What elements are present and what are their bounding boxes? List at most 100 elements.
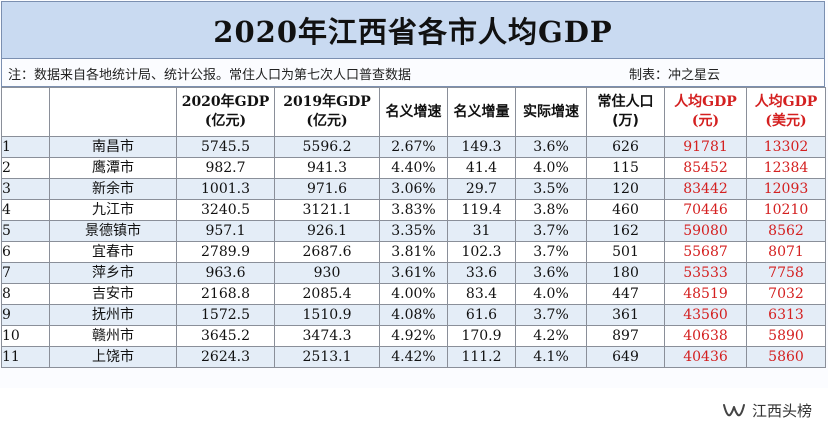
cell-population: 115 (586, 157, 665, 179)
table-row: 9 抚州市 1572.5 1510.9 4.08% 61.6 3.7% 361 … (1, 304, 826, 326)
cell-real-growth: 3.5% (515, 178, 587, 200)
cell-gdp2019: 930 (274, 262, 380, 284)
cell-city: 景德镇市 (49, 220, 177, 242)
cell-city: 宜春市 (49, 241, 177, 263)
header-population-line2: (万) (612, 113, 639, 129)
cell-real-growth: 3.7% (515, 304, 587, 326)
cell-real-growth: 3.8% (515, 199, 587, 221)
cell-gdp2020: 2624.3 (176, 346, 275, 368)
header-rank (1, 87, 50, 137)
cell-nominal-increase: 119.4 (447, 199, 516, 221)
cell-pc-gdp-yuan: 48519 (664, 283, 747, 305)
cell-population: 649 (586, 346, 665, 368)
cell-nominal-increase: 83.4 (447, 283, 516, 305)
cell-pc-gdp-yuan: 85452 (664, 157, 747, 179)
cell-pc-gdp-yuan: 40638 (664, 325, 747, 347)
cell-nominal-growth: 3.81% (379, 241, 448, 263)
cell-population: 897 (586, 325, 665, 347)
cell-real-growth: 4.0% (515, 283, 587, 305)
table-row: 3 新余市 1001.3 971.6 3.06% 29.7 3.5% 120 8… (1, 178, 826, 200)
title-bar: 2020年江西省各市人均GDP (1, 1, 825, 59)
table-header-row: 2020年GDP (亿元) 2019年GDP (亿元) 名义增速 名义增量 实际… (1, 87, 826, 137)
cell-pc-gdp-yuan: 59080 (664, 220, 747, 242)
cell-rank: 9 (1, 304, 50, 326)
page-title: 2020年江西省各市人均GDP (213, 15, 613, 49)
cell-pc-gdp-usd: 6313 (746, 304, 826, 326)
cell-pc-gdp-usd: 7032 (746, 283, 826, 305)
cell-pc-gdp-yuan: 91781 (664, 136, 747, 158)
cell-nominal-growth: 3.35% (379, 220, 448, 242)
cell-nominal-growth: 4.00% (379, 283, 448, 305)
cell-nominal-increase: 61.6 (447, 304, 516, 326)
table-row: 2 鹰潭市 982.7 941.3 4.40% 41.4 4.0% 115 85… (1, 157, 826, 179)
cell-nominal-growth: 4.40% (379, 157, 448, 179)
cell-pc-gdp-yuan: 53533 (664, 262, 747, 284)
cell-nominal-increase: 111.2 (447, 346, 516, 368)
cell-pc-gdp-yuan: 83442 (664, 178, 747, 200)
cell-rank: 11 (1, 346, 50, 368)
cell-nominal-growth: 3.83% (379, 199, 448, 221)
cell-nominal-growth: 4.08% (379, 304, 448, 326)
wechat-channel-icon (723, 404, 745, 417)
cell-pc-gdp-usd: 5890 (746, 325, 826, 347)
cell-real-growth: 3.6% (515, 136, 587, 158)
cell-real-growth: 3.7% (515, 241, 587, 263)
cell-city: 新余市 (49, 178, 177, 200)
cell-gdp2020: 2789.9 (176, 241, 275, 263)
cell-city: 鹰潭市 (49, 157, 177, 179)
cell-rank: 8 (1, 283, 50, 305)
watermark: 江西头榜 (722, 398, 812, 422)
header-gdp2020: 2020年GDP (亿元) (176, 87, 275, 137)
cell-city: 上饶市 (49, 346, 177, 368)
cell-pc-gdp-usd: 12093 (746, 178, 826, 200)
cell-pc-gdp-usd: 13302 (746, 136, 826, 158)
cell-population: 162 (586, 220, 665, 242)
cell-real-growth: 4.0% (515, 157, 587, 179)
cell-real-growth: 4.2% (515, 325, 587, 347)
cell-nominal-increase: 102.3 (447, 241, 516, 263)
cell-city: 赣州市 (49, 325, 177, 347)
cell-gdp2019: 2687.6 (274, 241, 380, 263)
cell-gdp2020: 5745.5 (176, 136, 275, 158)
cell-gdp2019: 2513.1 (274, 346, 380, 368)
table-row: 4 九江市 3240.5 3121.1 3.83% 119.4 3.8% 460… (1, 199, 826, 221)
table-maker: 制表：冲之星云 (629, 68, 721, 83)
cell-pc-gdp-usd: 7758 (746, 262, 826, 284)
header-gdp2020-line2: (亿元) (204, 113, 247, 129)
cell-gdp2020: 957.1 (176, 220, 275, 242)
cell-gdp2020: 1001.3 (176, 178, 275, 200)
cell-pc-gdp-yuan: 70446 (664, 199, 747, 221)
cell-gdp2019: 926.1 (274, 220, 380, 242)
watermark-text: 江西头榜 (752, 401, 813, 420)
cell-city: 九江市 (49, 199, 177, 221)
header-pc-gdp-usd-line2: (美元) (765, 113, 807, 129)
cell-gdp2019: 3121.1 (274, 199, 380, 221)
table-row: 10 赣州市 3645.2 3474.3 4.92% 170.9 4.2% 89… (1, 325, 826, 347)
cell-nominal-growth: 2.67% (379, 136, 448, 158)
cell-pc-gdp-yuan: 55687 (664, 241, 747, 263)
cell-real-growth: 3.7% (515, 220, 587, 242)
cell-population: 501 (586, 241, 665, 263)
cell-population: 460 (586, 199, 665, 221)
cell-gdp2019: 3474.3 (274, 325, 380, 347)
cell-nominal-growth: 4.42% (379, 346, 448, 368)
table-row: 6 宜春市 2789.9 2687.6 3.81% 102.3 3.7% 501… (1, 241, 826, 263)
header-pc-gdp-yuan-line2: (元) (691, 113, 720, 129)
cell-rank: 4 (1, 199, 50, 221)
cell-gdp2019: 971.6 (274, 178, 380, 200)
header-population: 常住人口 (万) (586, 87, 665, 137)
cell-gdp2019: 941.3 (274, 157, 380, 179)
cell-rank: 2 (1, 157, 50, 179)
cell-rank: 3 (1, 178, 50, 200)
header-city (49, 87, 177, 137)
cell-city: 吉安市 (49, 283, 177, 305)
header-nominal-growth: 名义增速 (379, 87, 448, 137)
cell-gdp2019: 2085.4 (274, 283, 380, 305)
header-gdp2019-line2: (亿元) (306, 113, 348, 129)
cell-rank: 10 (1, 325, 50, 347)
cell-gdp2020: 3645.2 (176, 325, 275, 347)
cell-nominal-increase: 33.6 (447, 262, 516, 284)
table-row: 11 上饶市 2624.3 2513.1 4.42% 111.2 4.1% 64… (1, 346, 826, 368)
cell-nominal-increase: 149.3 (447, 136, 516, 158)
cell-population: 120 (586, 178, 665, 200)
